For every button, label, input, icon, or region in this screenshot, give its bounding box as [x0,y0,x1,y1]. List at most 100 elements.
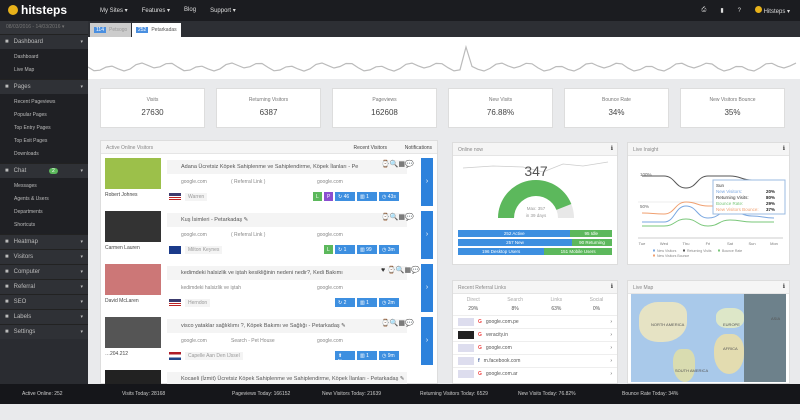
world-map[interactable]: NORTH AMERICA EUROPE AFRICA SOUTH AMERIC… [631,294,786,382]
brand-logo[interactable]: hitsteps [8,3,67,17]
row-action-icons[interactable]: ⌚🔍▦💬 [381,161,414,168]
sidebar-item-labels[interactable]: ■ Labels ▾ [0,309,88,324]
sidebar-item-chat[interactable]: ■ Chat 2 ▾ [0,163,88,178]
sidebar-subitem[interactable]: Dashboard [14,54,39,60]
nav-features[interactable]: Features ▾ [141,8,171,14]
user-menu[interactable]: Hitsteps ▾ [754,6,790,15]
sidebar-subitem[interactable]: Messages [14,183,37,189]
visited-page-title[interactable]: Adana Ücretsiz Köpek Sahiplenme ve Sahip… [167,160,407,174]
referrer-link[interactable]: google.com [181,232,207,238]
info-icon[interactable]: ℹ [610,284,613,290]
sidebar-subitem[interactable]: Departments [14,209,43,215]
open-visitor-button[interactable]: › [421,211,433,259]
info-icon[interactable]: ℹ [782,146,785,152]
info-icon[interactable]: ℹ [610,146,613,152]
stat-card: Pageviews 162608 [332,88,437,128]
nav-support[interactable]: Support ▾ [210,8,236,14]
google-icon: G [478,345,482,351]
sidebar-subitem[interactable]: Shortcuts [14,222,36,228]
sidebar-item-heatmap[interactable]: ■ Heatmap ▾ [0,234,88,249]
row-action-icons[interactable]: ⌚🔍▦💬 [381,214,414,221]
sidebar-subitem[interactable]: Agents & Users [14,196,49,202]
help-icon[interactable]: ? [737,7,741,14]
visitor-stat-badge[interactable]: L [313,192,322,201]
sidebar-item-referral[interactable]: ■ Referral ▾ [0,279,88,294]
visitor-name[interactable]: …204.212 [105,351,129,357]
map-label: AFRICA [723,346,738,351]
visitor-row: visco yataklar sağlıklımı ?, Köpek Bakım… [105,317,433,367]
visitor-stat-badge[interactable]: ↻ 46 [335,192,355,201]
referrer-type: ( Referral Link ) [231,179,266,185]
visitor-stat-badge[interactable]: ⬆ New [335,351,355,365]
tab-petarkadas[interactable]: 252 Petarkadas [132,23,181,37]
sidebar-subitem[interactable]: Top Entry Pages [14,125,51,131]
sidebar-item-computer[interactable]: ■ Computer ▾ [0,264,88,279]
visited-page-title[interactable]: visco yataklar sağlıklımı ?, Köpek Bakım… [167,319,407,333]
sidebar-subitem[interactable]: Downloads [14,151,39,157]
nav-blog[interactable]: Blog [184,7,197,13]
legend-label[interactable]: New Visitors Bounce [657,254,689,258]
visitor-stat-badge[interactable]: ▥ 1 [357,298,377,307]
visitor-stat-badge[interactable]: ◷ 3m [379,245,399,254]
visited-page-title[interactable]: Kuş İsimleri - Petarkadaş ✎ [167,213,407,227]
page-thumbnail[interactable] [105,264,161,295]
sidebar-subitem[interactable]: Popular Pages [14,112,47,118]
nav-my-sites[interactable]: My Sites ▾ [100,8,128,14]
sidebar-item-seo[interactable]: ■ SEO ▾ [0,294,88,309]
tab-petsogo[interactable]: 114 Petsogo [90,23,132,37]
stat-label: Visits [146,97,159,103]
visitor-name[interactable]: David McLaren [105,298,139,304]
gear-icon: ■ [5,329,9,335]
visitor-name[interactable]: Carmen Lauren [105,245,140,251]
visitor-stat-badge[interactable]: ◷ 9m [379,351,399,360]
referrer-link[interactable]: google.com [181,338,207,344]
open-visitor-button[interactable]: › [421,317,433,365]
visitor-stat-badge[interactable]: L [324,245,333,254]
info-icon[interactable]: ℹ [782,284,785,290]
visitor-stat-badge[interactable]: ▥ 99 [357,245,377,254]
visitor-name[interactable]: Robert Johnes [105,192,138,198]
sidebar-subitem[interactable]: Live Map [14,67,35,73]
book-icon[interactable]: ▮ [720,8,724,14]
referrer-type: Search - Pet House [231,338,275,344]
bar-segment-primary: 257 New [458,239,572,246]
page-thumbnail[interactable] [105,211,161,242]
visitor-stat-badge[interactable]: ↻ 1 [335,245,355,254]
sidebar-item-dashboard[interactable]: ■ Dashboard ▾ [0,34,88,49]
visitor-stat-badge[interactable]: ↻ 2 [335,298,355,307]
sidebar-subitem[interactable]: Recent Pageviews [14,99,56,105]
legend-label[interactable]: New Visitors [657,249,677,253]
referral-link-row[interactable]: f m.facebook.com › [453,354,617,367]
page-thumbnail[interactable] [105,158,161,189]
open-visitor-button[interactable]: › [421,158,433,206]
tab-recent-visitors[interactable]: Recent Visitors [353,145,387,151]
legend-label[interactable]: Returning Visits [687,249,712,253]
row-action-icons[interactable]: ♥ ⌚🔍▦💬 [381,267,420,274]
visitor-stat-badge[interactable]: P [324,192,333,201]
date-range-picker[interactable]: 08/03/2016 - 14/03/2016 ▾ [0,21,88,34]
visited-page-title[interactable]: kedimdeki halsizlik ve iştah kesikliğini… [167,266,407,280]
referrer-link[interactable]: google.com [181,179,207,185]
sidebar-item-visitors[interactable]: ■ Visitors ▾ [0,249,88,264]
visitor-stat-badge[interactable]: ▥ 1 [357,192,377,201]
open-visitor-button[interactable]: › [421,264,433,312]
print-icon[interactable]: ⎙ [701,7,707,13]
visitor-stat-badge[interactable]: ◷ 43s [379,192,399,201]
visited-page-title[interactable]: Kocaeli (İzmit) Ücretsiz Köpek Sahiplenm… [167,372,407,386]
tab-notifications[interactable]: Notifications [404,145,432,151]
flag-nl-icon [169,352,181,360]
sidebar-item-pages[interactable]: ■ Pages ▾ [0,79,88,94]
referrer-link[interactable]: kedimdeki halsizlik ve iştah [181,285,242,291]
visitor-stat-badge[interactable]: ◷ 2m [379,298,399,307]
sidebar-item-settings[interactable]: ■ Settings ▾ [0,324,88,339]
visitor-stat-badge[interactable]: ▥ 1 [357,351,377,360]
sidebar-subitem[interactable]: Top Exit Pages [14,138,48,144]
share-value: 8% [511,306,519,312]
row-action-icons[interactable]: ⌚🔍▦💬 [381,320,414,327]
legend-label[interactable]: Bounce Rate [722,249,742,253]
page-thumbnail[interactable] [105,317,161,348]
